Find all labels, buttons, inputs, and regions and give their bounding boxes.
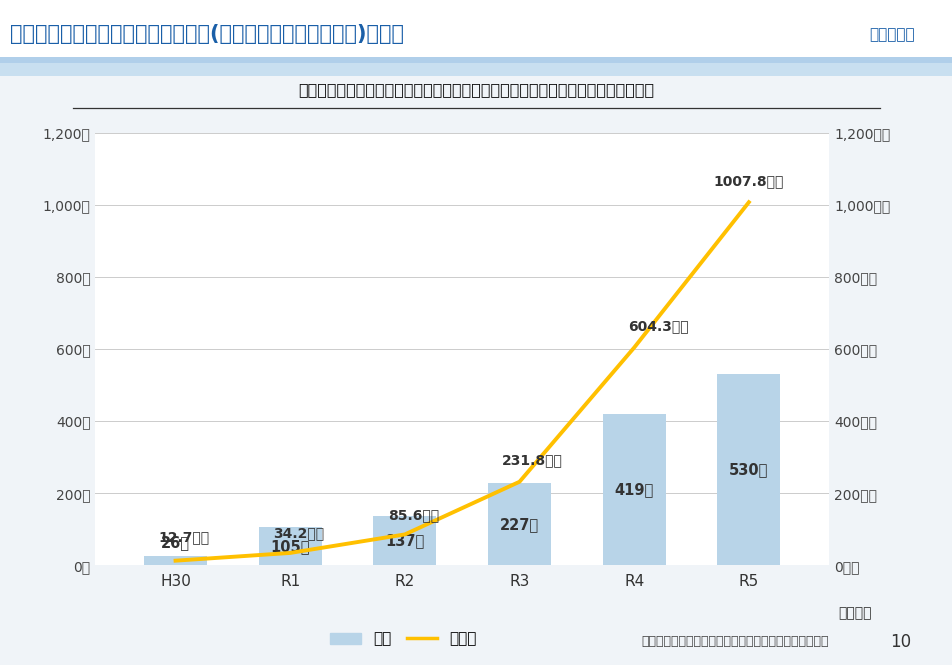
Bar	[0, 63, 952, 76]
Legend: 件数, 出資額: 件数, 出資額	[324, 626, 483, 653]
Bar	[602, 414, 665, 565]
Text: 137件: 137件	[385, 533, 424, 548]
Text: 12.7億円: 12.7億円	[158, 531, 209, 545]
Bar	[258, 527, 322, 565]
Text: 604.3億円: 604.3億円	[627, 319, 688, 333]
Bar	[0, 57, 952, 63]
Text: 530件: 530件	[728, 462, 767, 477]
Text: 34.2億円: 34.2億円	[272, 526, 324, 541]
Bar	[144, 556, 207, 565]
Text: 1007.8億円: 1007.8億円	[713, 174, 783, 188]
Text: 231.8億円: 231.8億円	[502, 454, 563, 467]
Bar	[717, 374, 780, 565]
Text: 不動産特定共同事業の電子取引業務(クラウドファンディング)の実績: 不動産特定共同事業の電子取引業務(クラウドファンディング)の実績	[10, 25, 403, 45]
Text: （年度）: （年度）	[838, 606, 871, 620]
Text: 出典：国土交通省「不動産証券化の実態調査」より作成: 出典：国土交通省「不動産証券化の実態調査」より作成	[641, 635, 828, 648]
Bar	[373, 516, 436, 565]
Text: 419件: 419件	[614, 482, 653, 497]
Text: 10: 10	[889, 632, 910, 651]
Text: 105件: 105件	[270, 539, 309, 554]
Text: 85.6億円: 85.6億円	[387, 508, 438, 522]
Text: 不動産特定共同事業におけるクラウドファンディングの新規案件数・出資額の推移: 不動産特定共同事業におけるクラウドファンディングの新規案件数・出資額の推移	[298, 82, 654, 97]
Text: 227件: 227件	[500, 517, 539, 532]
Text: 26件: 26件	[161, 535, 189, 551]
Bar	[487, 483, 550, 565]
Text: 国土交通省: 国土交通省	[868, 27, 914, 42]
